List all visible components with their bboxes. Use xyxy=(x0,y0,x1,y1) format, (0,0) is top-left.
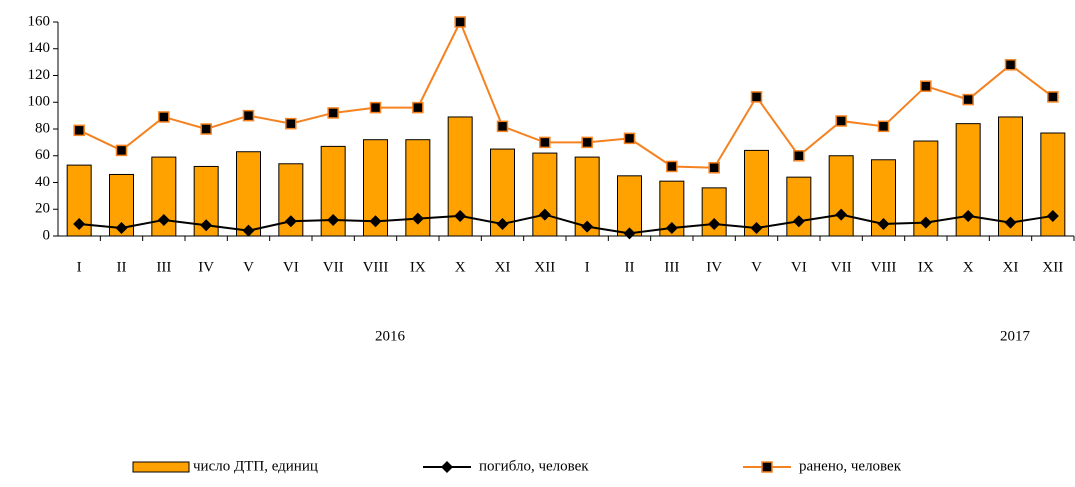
marker-diamond xyxy=(708,217,721,230)
bar xyxy=(236,151,261,237)
marker-diamond xyxy=(538,208,551,221)
bar xyxy=(617,175,642,237)
marker-diamond xyxy=(284,215,297,228)
y-tick-label: 60 xyxy=(35,147,50,163)
marker-diamond xyxy=(115,221,128,234)
x-tick-label: III xyxy=(156,259,171,275)
year-label: 2017 xyxy=(1000,328,1031,344)
marker-square xyxy=(761,461,773,473)
x-tick-label: VII xyxy=(831,259,852,275)
x-tick-label: I xyxy=(77,259,82,275)
marker-diamond xyxy=(327,213,340,226)
marker-square xyxy=(454,16,466,28)
marker-square xyxy=(962,93,974,106)
bar xyxy=(828,155,854,237)
x-tick-label: VIII xyxy=(363,259,389,275)
x-tick-label: II xyxy=(625,259,635,275)
bar xyxy=(744,149,769,237)
y-tick-label: 140 xyxy=(28,40,51,56)
marker-square xyxy=(412,101,424,114)
marker-square xyxy=(539,136,551,149)
marker-diamond xyxy=(1046,209,1059,222)
marker-diamond xyxy=(496,217,509,230)
marker-square xyxy=(581,136,593,149)
marker-square xyxy=(200,123,212,135)
x-tick-label: IX xyxy=(918,259,934,275)
x-tick-label: X xyxy=(963,259,974,275)
marker-square xyxy=(666,160,678,173)
y-tick-label: 120 xyxy=(28,67,51,83)
x-tick-label: XII xyxy=(534,259,555,275)
year-label: 2016 xyxy=(375,328,406,344)
marker-square xyxy=(835,115,847,127)
marker-square xyxy=(496,120,509,133)
line xyxy=(79,213,1053,235)
x-tick-label: I xyxy=(585,259,590,275)
marker-diamond xyxy=(877,217,890,230)
marker-square xyxy=(1004,59,1017,71)
marker-diamond xyxy=(962,209,975,222)
x-tick-label: XI xyxy=(1003,259,1019,275)
x-tick-label: VI xyxy=(283,259,299,275)
marker-diamond xyxy=(750,221,763,234)
marker-diamond xyxy=(792,215,805,228)
marker-diamond xyxy=(73,217,86,230)
marker-diamond xyxy=(242,224,255,237)
marker-square xyxy=(877,120,890,133)
marker-square xyxy=(920,80,932,92)
marker-square xyxy=(327,107,339,119)
y-tick-label: 80 xyxy=(35,120,50,136)
x-tick-label: IX xyxy=(410,259,426,275)
legend-label: погибло, человек xyxy=(479,458,589,474)
marker-square xyxy=(158,111,170,123)
line xyxy=(78,19,1054,169)
marker-diamond xyxy=(665,221,678,234)
legend-label: ранено, человек xyxy=(799,458,902,474)
marker-square xyxy=(750,91,763,103)
marker-square xyxy=(242,109,255,122)
x-tick-label: IV xyxy=(706,259,722,275)
marker-square xyxy=(285,117,297,130)
x-tick-label: VIII xyxy=(871,259,897,275)
marker-diamond xyxy=(454,209,467,222)
y-tick-label: 100 xyxy=(28,94,51,110)
x-tick-label: VII xyxy=(323,259,344,275)
y-tick-label: 160 xyxy=(28,13,51,29)
marker-square xyxy=(708,162,720,174)
marker-diamond xyxy=(200,219,213,232)
legend-swatch xyxy=(132,461,190,473)
bar xyxy=(998,116,1023,237)
marker-diamond xyxy=(919,216,932,229)
marker-square xyxy=(1047,91,1059,103)
marker-square xyxy=(369,101,382,114)
marker-square xyxy=(623,132,636,145)
x-tick-label: XI xyxy=(495,259,511,275)
x-tick-label: V xyxy=(751,259,762,275)
x-tick-label: X xyxy=(455,259,466,275)
y-tick-label: 40 xyxy=(35,174,50,190)
marker-square xyxy=(793,150,805,162)
x-tick-label: XII xyxy=(1042,259,1063,275)
x-tick-label: III xyxy=(664,259,679,275)
x-tick-label: II xyxy=(117,259,127,275)
marker-diamond xyxy=(441,461,453,473)
y-tick-label: 0 xyxy=(43,227,51,243)
marker-diamond xyxy=(369,215,382,228)
legend-label: число ДТП, единиц xyxy=(193,458,318,474)
marker-diamond xyxy=(581,220,594,233)
x-tick-label: IV xyxy=(198,259,214,275)
marker-diamond xyxy=(411,212,424,225)
marker-diamond xyxy=(835,208,848,221)
y-tick-label: 20 xyxy=(35,201,50,217)
marker-square xyxy=(115,144,128,157)
bar xyxy=(532,152,558,237)
x-tick-label: VI xyxy=(791,259,807,275)
marker-square xyxy=(73,124,85,137)
x-tick-label: V xyxy=(243,259,254,275)
marker-diamond xyxy=(157,213,170,226)
marker-diamond xyxy=(1004,216,1017,229)
